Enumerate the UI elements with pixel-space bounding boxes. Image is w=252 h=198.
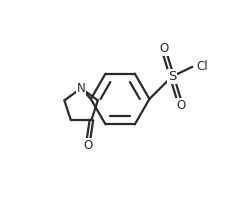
- Text: O: O: [160, 42, 169, 55]
- Text: O: O: [84, 139, 93, 151]
- Text: S: S: [168, 70, 176, 83]
- Text: N: N: [77, 82, 85, 95]
- Text: Cl: Cl: [197, 60, 208, 73]
- Text: O: O: [176, 99, 185, 112]
